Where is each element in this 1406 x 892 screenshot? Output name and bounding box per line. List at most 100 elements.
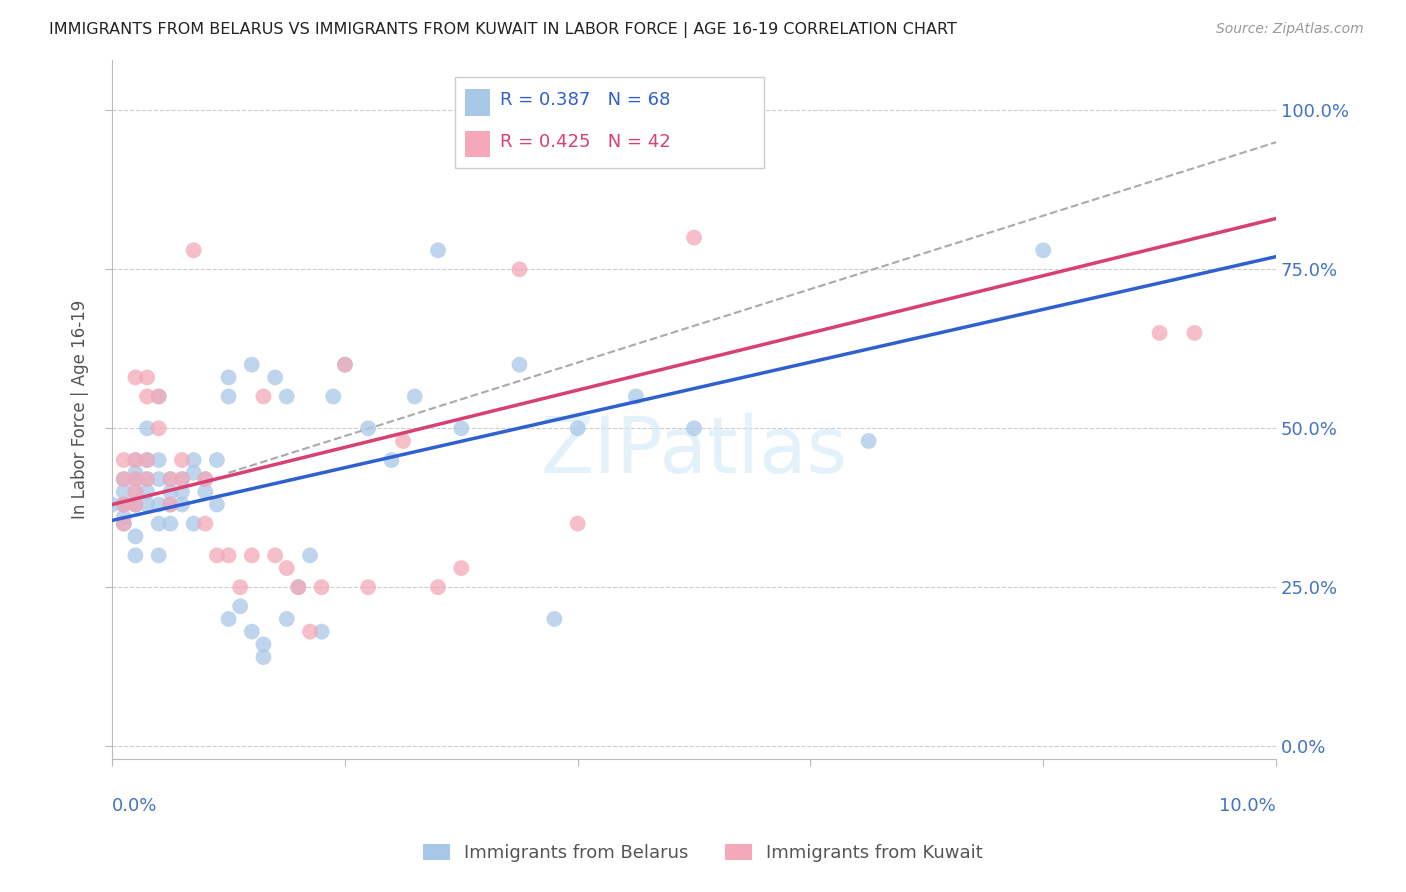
Point bbox=[264, 370, 287, 384]
Point bbox=[311, 624, 333, 639]
Point bbox=[567, 421, 589, 435]
Point bbox=[136, 498, 159, 512]
Text: IMMIGRANTS FROM BELARUS VS IMMIGRANTS FROM KUWAIT IN LABOR FORCE | AGE 16-19 COR: IMMIGRANTS FROM BELARUS VS IMMIGRANTS FR… bbox=[49, 22, 957, 38]
Point bbox=[124, 498, 146, 512]
Point bbox=[218, 370, 240, 384]
Point bbox=[183, 244, 205, 258]
Point bbox=[276, 612, 298, 626]
Point bbox=[205, 453, 228, 467]
Point bbox=[170, 498, 193, 512]
Point bbox=[287, 580, 309, 594]
Point bbox=[124, 466, 146, 480]
Text: 10.0%: 10.0% bbox=[1219, 797, 1277, 815]
Point bbox=[159, 516, 181, 531]
Point bbox=[229, 599, 252, 614]
Point bbox=[624, 389, 647, 403]
Point bbox=[218, 389, 240, 403]
Point bbox=[148, 389, 170, 403]
Point bbox=[683, 421, 706, 435]
Point bbox=[148, 421, 170, 435]
Point bbox=[170, 453, 193, 467]
Point bbox=[229, 580, 252, 594]
Point bbox=[112, 516, 135, 531]
Point bbox=[392, 434, 415, 448]
Point bbox=[194, 472, 217, 486]
Point bbox=[357, 421, 380, 435]
Point bbox=[159, 498, 181, 512]
Point bbox=[136, 421, 159, 435]
FancyBboxPatch shape bbox=[456, 77, 763, 168]
Point bbox=[218, 612, 240, 626]
Point bbox=[124, 472, 146, 486]
Point bbox=[1184, 326, 1206, 340]
Point bbox=[148, 516, 170, 531]
Point bbox=[333, 358, 356, 372]
Point bbox=[252, 389, 274, 403]
Point bbox=[136, 370, 159, 384]
Point bbox=[136, 484, 159, 499]
Point bbox=[240, 358, 263, 372]
Point bbox=[240, 624, 263, 639]
Point bbox=[124, 453, 146, 467]
Point bbox=[183, 466, 205, 480]
Point bbox=[136, 472, 159, 486]
Point bbox=[124, 484, 146, 499]
Point bbox=[170, 484, 193, 499]
Point bbox=[276, 561, 298, 575]
Point bbox=[124, 453, 146, 467]
Point bbox=[450, 421, 472, 435]
Point bbox=[159, 472, 181, 486]
Point bbox=[404, 389, 426, 403]
Legend: Immigrants from Belarus, Immigrants from Kuwait: Immigrants from Belarus, Immigrants from… bbox=[416, 837, 990, 870]
Text: R = 0.425   N = 42: R = 0.425 N = 42 bbox=[499, 133, 671, 151]
Point bbox=[124, 484, 146, 499]
Point bbox=[264, 549, 287, 563]
Point bbox=[148, 498, 170, 512]
Point bbox=[112, 472, 135, 486]
Point bbox=[298, 549, 321, 563]
Point bbox=[170, 472, 193, 486]
Point bbox=[311, 580, 333, 594]
Point bbox=[543, 612, 565, 626]
Point bbox=[508, 262, 530, 277]
Point bbox=[1032, 244, 1054, 258]
Point bbox=[567, 516, 589, 531]
FancyBboxPatch shape bbox=[465, 131, 491, 158]
Y-axis label: In Labor Force | Age 16-19: In Labor Force | Age 16-19 bbox=[72, 300, 89, 519]
Point bbox=[136, 453, 159, 467]
Point bbox=[194, 484, 217, 499]
Point bbox=[112, 472, 135, 486]
Point bbox=[450, 561, 472, 575]
Point bbox=[380, 453, 402, 467]
Point bbox=[112, 498, 135, 512]
Point bbox=[124, 498, 146, 512]
Point bbox=[194, 472, 217, 486]
Point bbox=[112, 498, 135, 512]
Point bbox=[136, 472, 159, 486]
Point bbox=[124, 472, 146, 486]
Point bbox=[357, 580, 380, 594]
Point bbox=[159, 472, 181, 486]
Point bbox=[298, 624, 321, 639]
Point bbox=[1149, 326, 1171, 340]
Point bbox=[170, 472, 193, 486]
Point bbox=[124, 529, 146, 543]
Point bbox=[112, 484, 135, 499]
Text: Source: ZipAtlas.com: Source: ZipAtlas.com bbox=[1216, 22, 1364, 37]
Point bbox=[205, 498, 228, 512]
Point bbox=[183, 516, 205, 531]
Text: ZIPatlas: ZIPatlas bbox=[540, 413, 848, 489]
Point bbox=[112, 510, 135, 524]
Point bbox=[218, 549, 240, 563]
Point bbox=[252, 650, 274, 665]
Point bbox=[136, 389, 159, 403]
Point bbox=[148, 453, 170, 467]
Point bbox=[194, 516, 217, 531]
Point bbox=[112, 453, 135, 467]
Point bbox=[136, 453, 159, 467]
Point bbox=[858, 434, 880, 448]
Point bbox=[101, 498, 124, 512]
Text: 0.0%: 0.0% bbox=[112, 797, 157, 815]
Point bbox=[148, 389, 170, 403]
Point bbox=[276, 389, 298, 403]
